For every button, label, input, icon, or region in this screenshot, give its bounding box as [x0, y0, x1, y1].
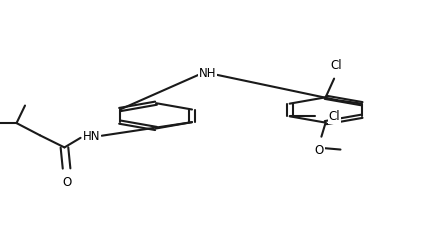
Text: NH: NH: [199, 67, 217, 80]
Text: HN: HN: [82, 130, 100, 143]
Text: O: O: [62, 176, 71, 189]
Text: O: O: [315, 144, 324, 157]
Text: Cl: Cl: [329, 110, 340, 123]
Text: Cl: Cl: [330, 58, 342, 72]
